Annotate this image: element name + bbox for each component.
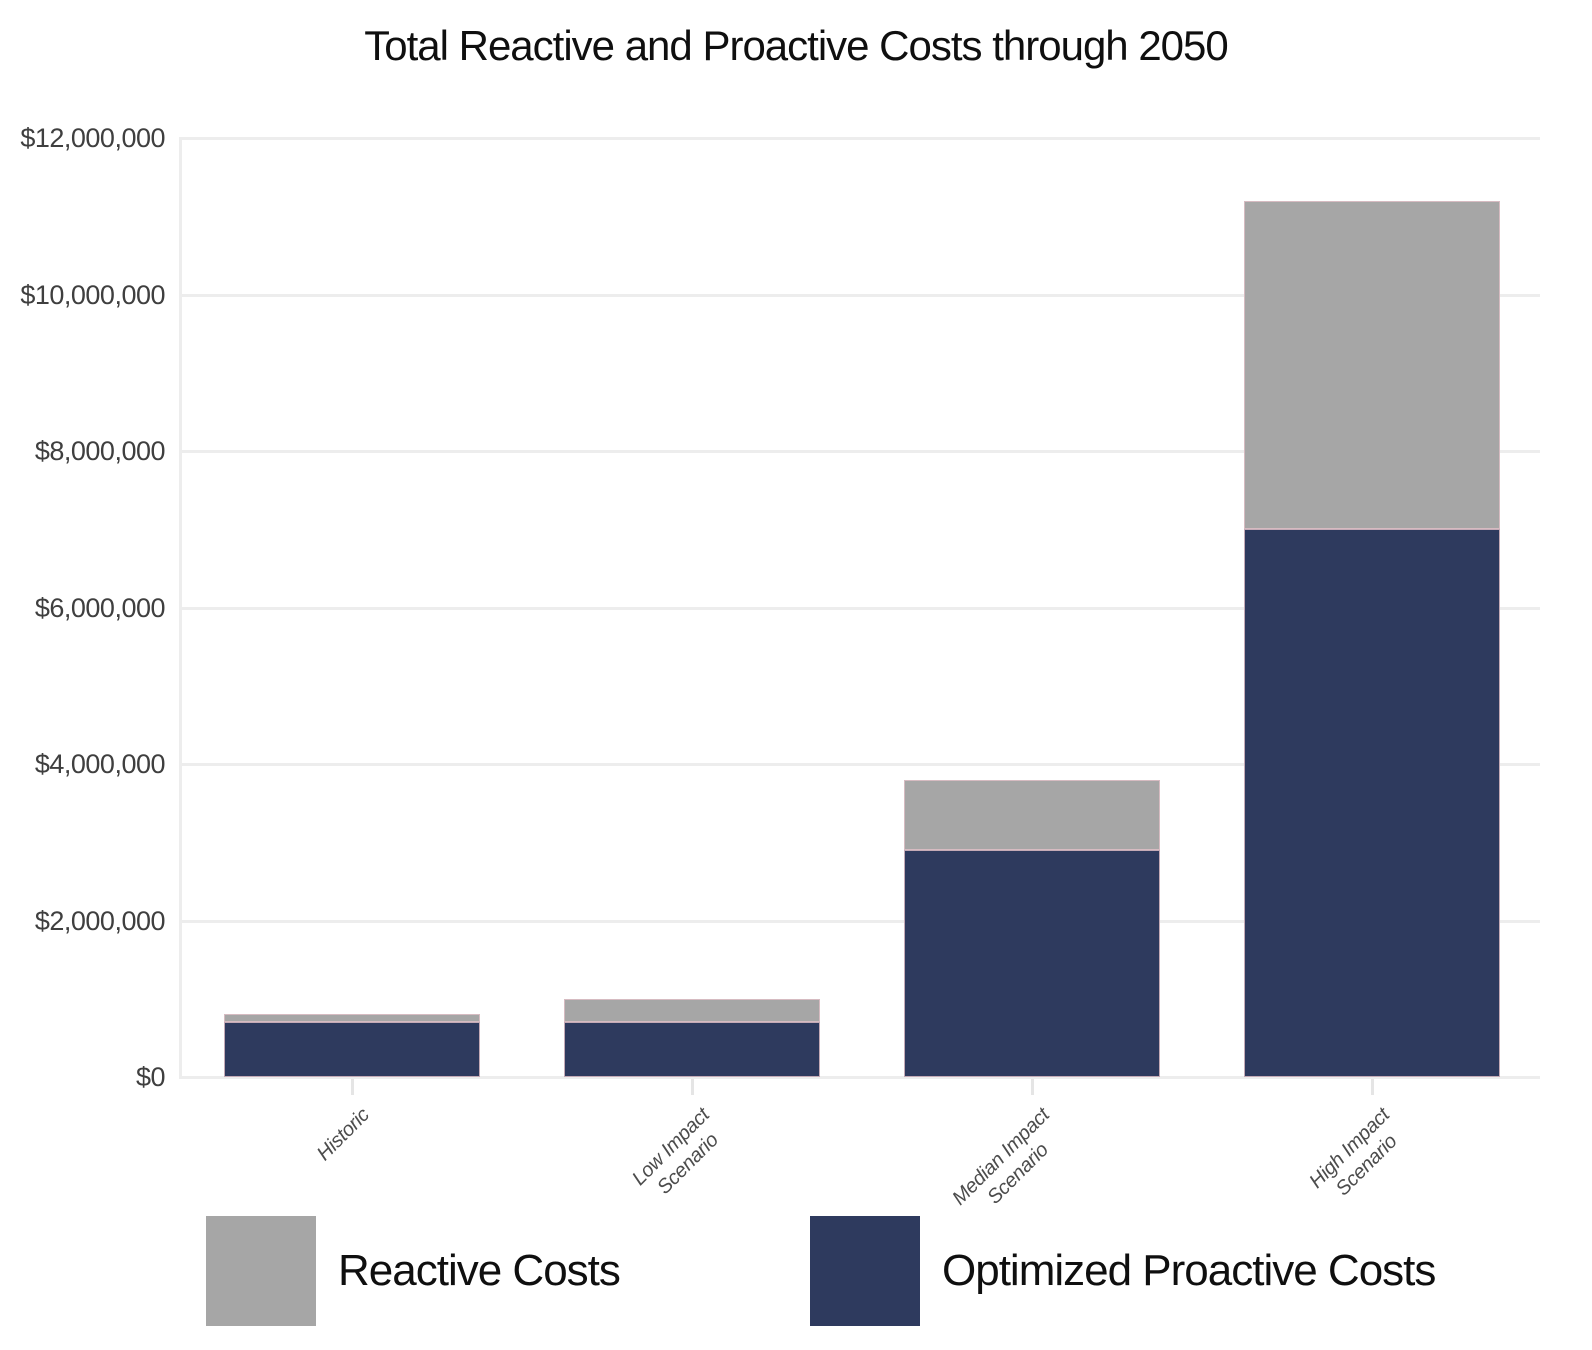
x-axis-tick — [1031, 1079, 1034, 1095]
gridline — [179, 763, 1540, 766]
y-axis-tick-label: $6,000,000 — [34, 592, 166, 623]
x-axis-tick-label: High Impact Scenario — [1304, 1104, 1401, 1200]
legend-label-reactive: Reactive Costs — [338, 1246, 621, 1295]
gridline — [179, 919, 1540, 923]
x-axis-tick-label: Low Impact Scenario — [627, 1104, 723, 1199]
legend-item-reactive: Reactive Costs — [206, 1216, 621, 1326]
chart-title: Total Reactive and Proactive Costs throu… — [364, 22, 1229, 69]
legend-label-proactive: Optimized Proactive Costs — [942, 1246, 1436, 1295]
gridline — [179, 606, 1540, 610]
x-axis-tick — [351, 1079, 354, 1095]
y-axis-tick-label: $10,000,000 — [20, 279, 165, 310]
gridline — [179, 1076, 1540, 1079]
gridline — [179, 450, 1540, 453]
x-axis-tick — [691, 1079, 694, 1095]
legend-swatch-reactive — [206, 1216, 316, 1326]
y-axis-tick-label: $2,000,000 — [34, 905, 166, 936]
y-axis-tick-label: $12,000,000 — [20, 123, 165, 153]
gridline — [179, 137, 1540, 140]
y-axis-tick-label: $8,000,000 — [34, 436, 166, 466]
y-axis-line — [179, 138, 182, 1079]
bar-segment-optimized-proactive-costs — [564, 1022, 820, 1077]
legend-swatch-proactive — [810, 1216, 920, 1326]
bar-segment-optimized-proactive-costs — [904, 850, 1160, 1077]
gridline — [179, 293, 1540, 297]
x-axis-tick-label: Historic — [312, 1104, 374, 1166]
bar-segment-optimized-proactive-costs — [1244, 529, 1500, 1077]
x-axis-tick — [1371, 1079, 1374, 1095]
bar-segment-reactive-costs — [564, 998, 820, 1023]
y-axis-tick-label: $4,000,000 — [34, 749, 166, 779]
bar-segment-reactive-costs — [904, 779, 1160, 851]
bar-segment-reactive-costs — [224, 1014, 480, 1023]
x-axis-tick-label: Median Impact Scenario — [947, 1104, 1054, 1210]
legend-item-proactive: Optimized Proactive Costs — [810, 1216, 1436, 1326]
bar-segment-reactive-costs — [1244, 200, 1500, 530]
bar-segment-optimized-proactive-costs — [224, 1022, 480, 1077]
y-axis-tick-label: $0 — [135, 1062, 166, 1092]
